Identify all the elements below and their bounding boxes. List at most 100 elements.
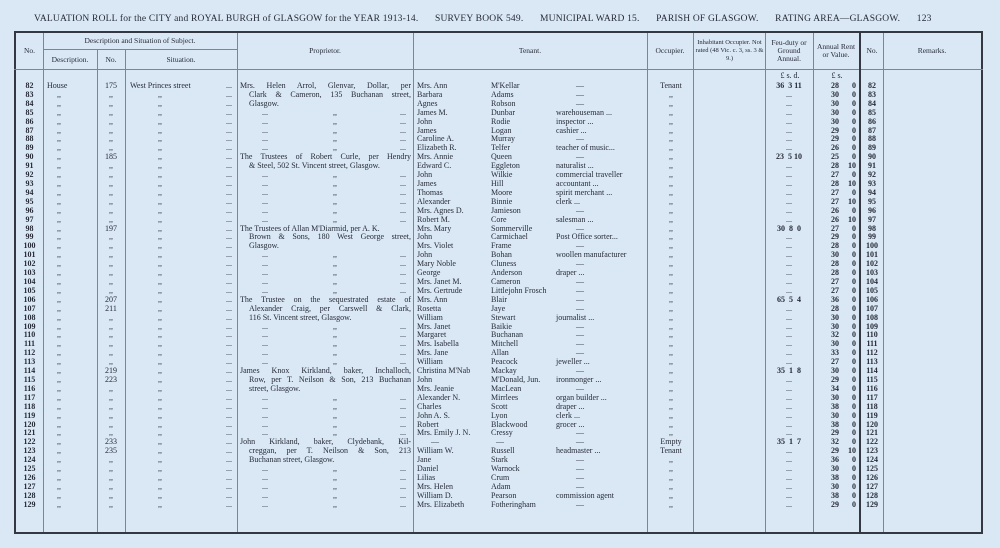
description: ,, <box>57 125 61 135</box>
description: ,, <box>57 419 61 429</box>
leader-dots: ... <box>262 277 268 287</box>
occupier: ,, <box>669 107 673 117</box>
house-number: ,, <box>109 455 113 465</box>
rent-pounds: 36 <box>831 455 839 465</box>
proprietor: Alexander Craig, per Carswell & Clark, <box>249 303 411 313</box>
row-number: 119 <box>23 410 36 420</box>
description: ,, <box>57 179 61 188</box>
feu-duty: ... <box>786 455 792 465</box>
description: ,, <box>57 366 61 376</box>
rent-pounds: 33 <box>831 348 839 358</box>
feu-duty: ... <box>786 134 792 144</box>
house-number: ,, <box>109 285 113 295</box>
rent-pounds: 29 <box>831 375 839 385</box>
leader-dots: ... <box>400 348 406 358</box>
feu-duty: ... <box>786 161 792 171</box>
tenant-surname: Moore <box>491 187 513 197</box>
right-border <box>981 33 983 533</box>
occupier: ,, <box>669 392 673 402</box>
feu-duty: ... <box>786 357 792 367</box>
tenant-surname: Blair <box>491 294 507 304</box>
row-number: 126 <box>23 473 36 483</box>
rent-pounds: 38 <box>831 473 839 483</box>
tenant-occupation: — <box>576 241 584 251</box>
description: ,, <box>57 98 61 108</box>
rent-shillings: 0 <box>852 321 856 331</box>
tenant-surname: Crum <box>491 473 510 483</box>
tenant-surname: Frame <box>491 241 512 251</box>
situation: ,, <box>158 214 162 224</box>
rent-pounds: 27 <box>831 357 839 367</box>
rent-shillings: 0 <box>852 134 856 144</box>
tenant-surname: Warnock <box>491 464 520 474</box>
tenant-occupation: — <box>576 152 584 162</box>
tenant-first-name: Rosetta <box>417 303 441 313</box>
tenant-surname: Cluness <box>491 259 517 269</box>
leader-dots: ... <box>400 285 406 295</box>
tenant-occupation: grocer ... <box>556 419 585 429</box>
description: ,, <box>57 464 61 474</box>
leader-dots: ... <box>400 401 406 411</box>
rent-shillings: 0 <box>852 473 856 483</box>
rent-shillings: 0 <box>852 259 856 269</box>
feu-duty: 23 5 10 <box>776 152 802 162</box>
description: ,, <box>57 428 61 438</box>
column-divider <box>813 33 814 532</box>
tenant-occupation: headmaster ... <box>556 446 601 456</box>
house-number: ,, <box>109 277 113 287</box>
leader-dots: ... <box>400 428 406 438</box>
occupier: ,, <box>669 214 673 224</box>
row-number-right: 86 <box>868 116 876 126</box>
situation: ,, <box>158 437 162 447</box>
rent-shillings: 0 <box>852 125 856 135</box>
situation: ,, <box>158 303 162 313</box>
tenant-first-name: Charles <box>417 401 442 411</box>
feu-duty: ... <box>786 383 792 393</box>
description: ,, <box>57 161 61 171</box>
row-number: 83 <box>25 89 34 99</box>
description: ,, <box>57 107 61 117</box>
leader-dots: ... <box>400 499 406 509</box>
rent-shillings: 0 <box>852 392 856 402</box>
leader-dots: ... <box>226 366 232 376</box>
occupier: Empty <box>660 437 682 447</box>
row-number-right: 123 <box>866 446 878 456</box>
proprietor: & Steel, 502 St. Vincent street, Glasgow… <box>249 161 380 171</box>
proprietor: Row, per T. Neilson & Son, 213 Buchanan <box>249 375 411 385</box>
description: ,, <box>57 392 61 402</box>
tenant-surname: Jamieson <box>491 205 521 215</box>
occupier: ,, <box>669 187 673 197</box>
column-divider <box>413 33 414 532</box>
leader-dots: ... <box>262 170 268 180</box>
ditto-mark: ,, <box>333 473 337 483</box>
occupier: ,, <box>669 375 673 385</box>
house-number: ,, <box>109 187 113 197</box>
tenant-surname: Blackwood <box>491 419 528 429</box>
situation: ,, <box>158 294 162 304</box>
situation: ,, <box>158 366 162 376</box>
leader-dots: ... <box>262 205 268 215</box>
tenant-occupation: commercial traveller <box>556 170 623 180</box>
house-number: ,, <box>109 116 113 126</box>
feu-units: £ s. d. <box>780 71 800 80</box>
row-number-right: 83 <box>868 89 876 99</box>
row-number: 103 <box>23 268 36 278</box>
tenant-surname: Dunbar <box>491 107 515 117</box>
rent-shillings: 0 <box>852 241 856 251</box>
occupier: ,, <box>669 277 673 287</box>
situation: ,, <box>158 490 162 500</box>
tenant-first-name: Daniel <box>417 464 439 474</box>
rent-shillings: 0 <box>852 455 856 465</box>
rent-shillings: 0 <box>852 366 856 376</box>
description: ,, <box>57 196 61 206</box>
tenant-first-name: Christina M'Nab <box>417 366 471 376</box>
roll-title: VALUATION ROLL for the CITY and ROYAL BU… <box>34 14 419 24</box>
rent-shillings: 10 <box>848 179 856 188</box>
description: ,, <box>57 303 61 313</box>
house-number: 235 <box>105 446 117 456</box>
row-number-right: 108 <box>866 312 878 322</box>
ditto-mark: ,, <box>333 499 337 509</box>
tenant-first-name: Mrs. Violet <box>417 241 454 251</box>
description: ,, <box>57 330 61 340</box>
occupier: ,, <box>669 89 673 99</box>
